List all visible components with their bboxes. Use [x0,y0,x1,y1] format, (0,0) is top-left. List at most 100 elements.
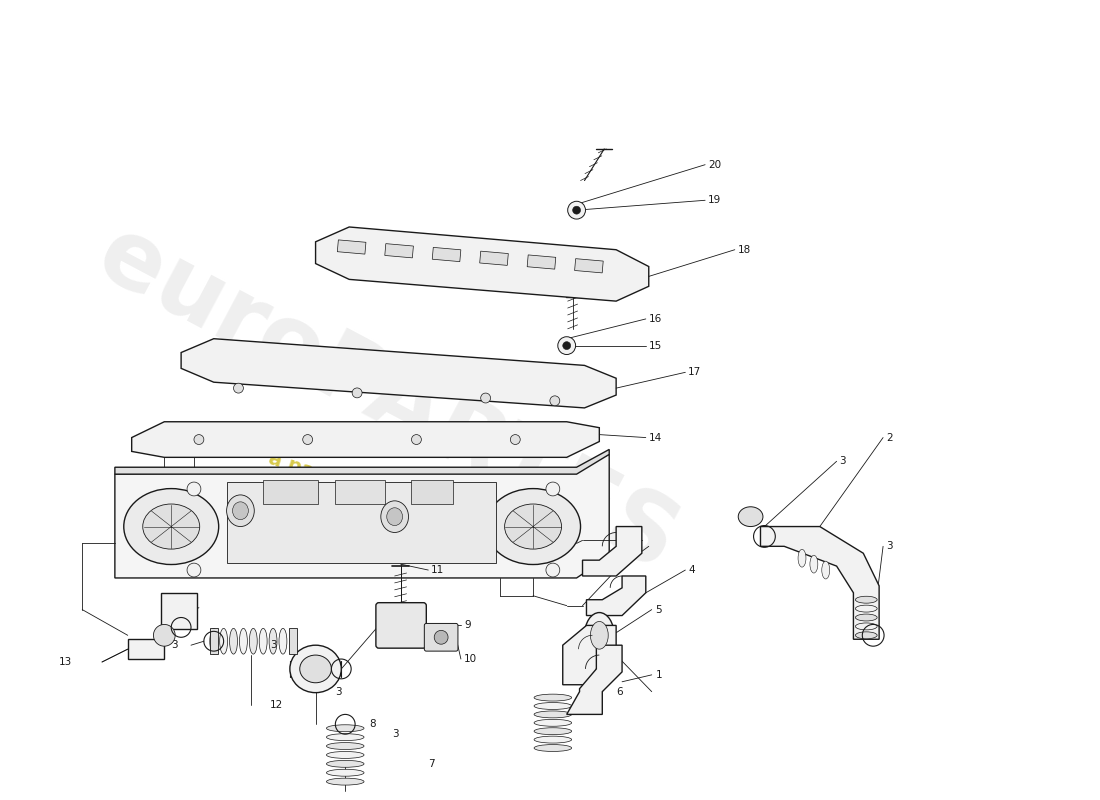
Ellipse shape [143,504,200,549]
Text: 15: 15 [649,341,662,350]
Circle shape [510,434,520,445]
Text: 3: 3 [839,456,846,466]
Text: 18: 18 [738,245,751,254]
Ellipse shape [240,628,248,654]
Circle shape [550,396,560,406]
Polygon shape [128,593,197,659]
Polygon shape [114,450,609,474]
Ellipse shape [250,628,257,654]
Ellipse shape [227,495,254,526]
Text: 3: 3 [271,640,277,650]
Circle shape [187,563,201,577]
Text: 3: 3 [392,729,398,739]
Circle shape [481,393,491,403]
Bar [338,240,366,254]
Polygon shape [132,422,600,458]
Bar [411,480,453,504]
Polygon shape [583,526,641,576]
Ellipse shape [124,489,219,565]
Circle shape [563,342,571,350]
Ellipse shape [260,628,267,654]
FancyBboxPatch shape [425,623,458,651]
Circle shape [546,563,560,577]
FancyBboxPatch shape [376,602,427,648]
Circle shape [546,482,560,496]
Text: 11: 11 [431,565,444,575]
Text: 1: 1 [656,670,662,680]
Ellipse shape [232,502,249,520]
Ellipse shape [535,719,572,726]
Polygon shape [316,227,649,301]
Text: 17: 17 [689,367,702,378]
Polygon shape [566,645,623,714]
Text: 6: 6 [616,686,623,697]
Bar [210,628,218,654]
Bar [336,480,385,504]
Ellipse shape [535,702,572,710]
Ellipse shape [535,694,572,701]
Text: 2: 2 [886,433,893,442]
Ellipse shape [535,745,572,751]
Text: 10: 10 [464,654,477,664]
Text: euroPARTES: euroPARTES [81,209,692,591]
Bar [574,258,603,273]
Polygon shape [760,526,879,639]
Ellipse shape [799,550,806,567]
Ellipse shape [822,561,829,579]
Ellipse shape [327,751,364,758]
Circle shape [194,434,204,445]
Circle shape [302,434,312,445]
Bar [263,480,318,504]
Circle shape [411,434,421,445]
Ellipse shape [210,628,218,654]
Ellipse shape [220,628,228,654]
Text: 9: 9 [464,621,471,630]
Ellipse shape [327,742,364,750]
Text: 20: 20 [708,160,722,170]
Ellipse shape [856,614,877,621]
Ellipse shape [485,489,581,565]
Ellipse shape [327,778,364,785]
Ellipse shape [856,605,877,612]
Ellipse shape [856,632,877,638]
Ellipse shape [279,628,287,654]
Ellipse shape [856,623,877,630]
Ellipse shape [381,501,408,533]
Bar [227,482,495,563]
Ellipse shape [327,760,364,767]
Ellipse shape [290,645,341,693]
Ellipse shape [153,625,175,646]
Ellipse shape [300,655,331,682]
Ellipse shape [535,736,572,743]
Ellipse shape [535,711,572,718]
Ellipse shape [387,508,403,526]
Ellipse shape [738,506,763,526]
Polygon shape [114,454,609,578]
Circle shape [187,482,201,496]
Polygon shape [586,576,646,615]
Text: 5: 5 [656,605,662,614]
Ellipse shape [810,555,817,573]
Circle shape [434,630,448,644]
Text: 12: 12 [270,699,283,710]
Text: 3: 3 [886,542,893,551]
Text: 8: 8 [368,719,375,730]
Circle shape [573,206,581,214]
Bar [289,628,297,654]
Text: 4: 4 [689,565,695,575]
Ellipse shape [270,628,277,654]
Bar [385,244,414,258]
Text: 13: 13 [59,657,73,667]
Text: a passion for parts since 1985: a passion for parts since 1985 [266,449,586,569]
Text: 16: 16 [649,314,662,324]
Circle shape [558,337,575,354]
Ellipse shape [591,622,608,649]
Bar [480,251,508,266]
Ellipse shape [584,613,614,658]
Circle shape [233,383,243,393]
Bar [432,247,461,262]
Ellipse shape [230,628,238,654]
Ellipse shape [327,770,364,776]
Circle shape [568,202,585,219]
Bar [527,255,556,269]
